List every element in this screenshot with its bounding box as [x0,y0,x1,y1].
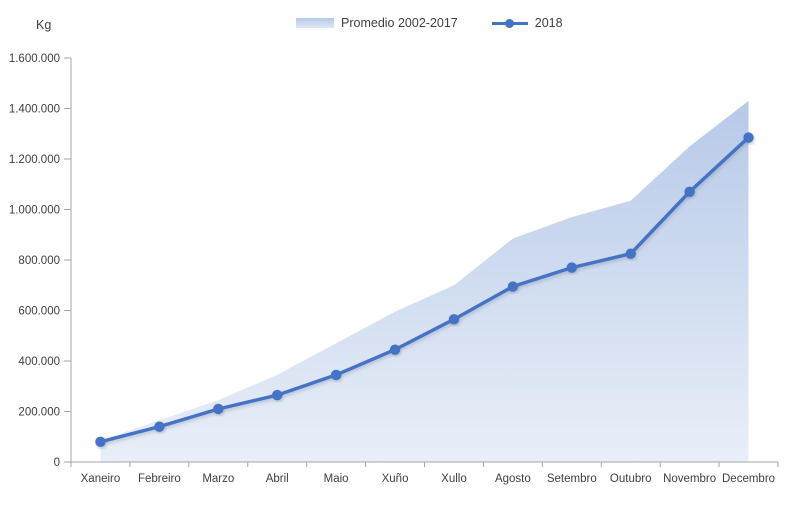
y-tick-label: 400.000 [18,356,60,368]
data-point-marker [684,186,695,198]
data-point-marker [213,403,224,415]
x-axis-label: Decembro [722,473,775,485]
data-point-marker [566,262,577,273]
data-point-marker [507,281,519,292]
data-point-marker [625,248,636,259]
x-axis-label: Xuño [382,473,409,485]
line-series-2018 [98,135,751,444]
y-tick-label: 200.000 [18,407,60,419]
data-point-marker [448,314,460,325]
x-axis-label: Maio [324,473,349,485]
legend-label-2018: 2018 [534,16,563,30]
data-point-marker [743,132,754,143]
y-tick-label: 1.000.000 [9,205,60,217]
x-axis-label: Agosto [495,473,531,485]
data-point-marker [154,421,165,432]
y-tick-label: 800.000 [18,255,60,267]
y-tick-label: 1.400.000 [9,104,60,116]
x-axis-label: Marzo [202,473,234,485]
x-axis-label: Xaneiro [81,473,121,485]
x-axis-label: Setembro [547,473,597,485]
x-axis-label: Xullo [441,473,467,485]
data-point-marker [272,389,283,401]
y-tick-label: 600.000 [18,306,60,318]
y-axis-unit-label: Kg [36,18,52,32]
data-point-marker [389,344,401,355]
chart-legend: Promedio 2002-2017 2018 [296,16,563,30]
x-axis-label: Abril [266,473,289,485]
x-axis-label: Outubro [610,473,652,485]
legend-item-promedio: Promedio 2002-2017 [296,16,458,30]
data-point-marker [95,436,106,447]
y-tick-label: 1.600.000 [9,53,60,65]
x-axis-label: Febreiro [138,473,181,485]
x-axis-label: Novembro [663,473,716,485]
y-tick-label: 1.200.000 [9,154,60,166]
line-marker-icon [491,18,528,28]
legend-item-2018: 2018 [491,16,563,30]
legend-label-promedio: Promedio 2002-2017 [341,16,458,30]
area-swatch-icon [296,18,334,28]
area-series-promedio [100,100,749,463]
y-tick-label: 0 [54,457,60,469]
data-point-marker [330,369,342,381]
